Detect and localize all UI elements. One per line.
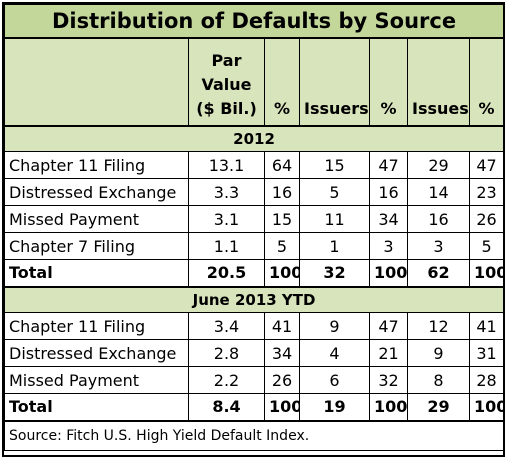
header-issues: Issues xyxy=(407,37,470,127)
header-par-value: Par Value ($ Bil.) xyxy=(188,37,265,127)
cell-issues: 9 xyxy=(407,339,470,367)
table-row: Missed Payment 2.2 26 6 32 8 28 xyxy=(4,366,505,394)
section-heading: 2012 xyxy=(3,125,505,152)
table-row: Chapter 7 Filing 1.1 5 1 3 3 5 xyxy=(4,232,505,260)
cell-issues: 12 xyxy=(407,312,470,340)
section-heading-row: June 2013 YTD xyxy=(3,286,505,313)
row-label: Missed Payment xyxy=(4,366,189,394)
cell-pct-par: 64 xyxy=(264,151,300,179)
total-row: Total 8.4 100 19 100 29 100 xyxy=(4,393,505,421)
cell-pct-par: 26 xyxy=(264,366,300,394)
total-row: Total 20.5 100 32 100 62 100 xyxy=(4,259,505,288)
cell-pct-issuers: 34 xyxy=(369,205,408,233)
cell-issues: 8 xyxy=(407,366,470,394)
row-label: Missed Payment xyxy=(4,205,189,233)
cell-pct-issuers: 32 xyxy=(369,366,408,394)
row-label: Chapter 11 Filing xyxy=(4,312,189,340)
cell-issues: 14 xyxy=(407,178,470,206)
cell-pct-par: 15 xyxy=(264,205,300,233)
cell-pct-par: 16 xyxy=(264,178,300,206)
row-label: Chapter 7 Filing xyxy=(4,232,189,260)
cell-par: 2.2 xyxy=(188,366,265,394)
cell-pct-issues: 47 xyxy=(468,151,505,179)
total-pct-issues: 100 xyxy=(468,393,505,421)
source-note: Source: Fitch U.S. High Yield Default In… xyxy=(3,419,505,451)
cell-pct-issues: 5 xyxy=(468,232,505,260)
row-label: Distressed Exchange xyxy=(4,178,189,206)
source-row: Source: Fitch U.S. High Yield Default In… xyxy=(3,419,505,451)
cell-issuers: 15 xyxy=(299,151,370,179)
total-issuers: 32 xyxy=(299,259,370,288)
header-issuers: Issuers xyxy=(299,37,370,127)
section-heading-row: 2012 xyxy=(3,125,505,152)
total-issues: 29 xyxy=(407,393,470,421)
total-pct-issues: 100 xyxy=(468,259,505,288)
cell-pct-par: 41 xyxy=(264,312,300,340)
cell-issuers: 4 xyxy=(299,339,370,367)
cell-par: 13.1 xyxy=(188,151,265,179)
cell-issues: 29 xyxy=(407,151,470,179)
cell-pct-issues: 28 xyxy=(468,366,505,394)
row-label: Chapter 11 Filing xyxy=(4,151,189,179)
cell-issuers: 1 xyxy=(299,232,370,260)
table-frame: Distribution of Defaults by Source Par V… xyxy=(2,2,505,457)
total-issuers: 19 xyxy=(299,393,370,421)
total-pct-par: 100 xyxy=(264,259,300,288)
table-row: Chapter 11 Filing 3.4 41 9 47 12 41 xyxy=(4,312,505,340)
cell-issues: 3 xyxy=(407,232,470,260)
cell-pct-issues: 26 xyxy=(468,205,505,233)
cell-pct-par: 5 xyxy=(264,232,300,260)
table-row: Chapter 11 Filing 13.1 64 15 47 29 47 xyxy=(4,151,505,179)
table-title: Distribution of Defaults by Source xyxy=(3,4,505,39)
title-row: Distribution of Defaults by Source xyxy=(3,4,505,39)
cell-issuers: 6 xyxy=(299,366,370,394)
total-pct-issuers: 100 xyxy=(369,259,408,288)
cell-pct-issuers: 47 xyxy=(369,151,408,179)
cell-par: 1.1 xyxy=(188,232,265,260)
total-par: 20.5 xyxy=(188,259,265,288)
cell-pct-issuers: 3 xyxy=(369,232,408,260)
cell-pct-issues: 31 xyxy=(468,339,505,367)
total-pct-issuers: 100 xyxy=(369,393,408,421)
cell-pct-par: 34 xyxy=(264,339,300,367)
cell-issuers: 5 xyxy=(299,178,370,206)
total-par: 8.4 xyxy=(188,393,265,421)
header-pct-issuers: % xyxy=(369,37,408,127)
cell-pct-issuers: 16 xyxy=(369,178,408,206)
total-label: Total xyxy=(4,259,189,288)
total-issues: 62 xyxy=(407,259,470,288)
defaults-table: Distribution of Defaults by Source Par V… xyxy=(3,4,505,451)
table-row: Missed Payment 3.1 15 11 34 16 26 xyxy=(4,205,505,233)
cell-issuers: 11 xyxy=(299,205,370,233)
table-row: Distressed Exchange 2.8 34 4 21 9 31 xyxy=(4,339,505,367)
cell-par: 2.8 xyxy=(188,339,265,367)
cell-par: 3.4 xyxy=(188,312,265,340)
table-row: Distressed Exchange 3.3 16 5 16 14 23 xyxy=(4,178,505,206)
header-pct-issues: % xyxy=(468,37,505,127)
header-label xyxy=(4,37,189,127)
cell-issues: 16 xyxy=(407,205,470,233)
header-pct-par: % xyxy=(264,37,300,127)
total-pct-par: 100 xyxy=(264,393,300,421)
total-label: Total xyxy=(4,393,189,421)
row-label: Distressed Exchange xyxy=(4,339,189,367)
cell-pct-issues: 41 xyxy=(468,312,505,340)
cell-pct-issuers: 47 xyxy=(369,312,408,340)
section-heading: June 2013 YTD xyxy=(3,286,505,313)
header-row: Par Value ($ Bil.) % Issuers % Issues % xyxy=(4,37,505,127)
cell-issuers: 9 xyxy=(299,312,370,340)
cell-pct-issuers: 21 xyxy=(369,339,408,367)
cell-par: 3.1 xyxy=(188,205,265,233)
cell-par: 3.3 xyxy=(188,178,265,206)
cell-pct-issues: 23 xyxy=(468,178,505,206)
